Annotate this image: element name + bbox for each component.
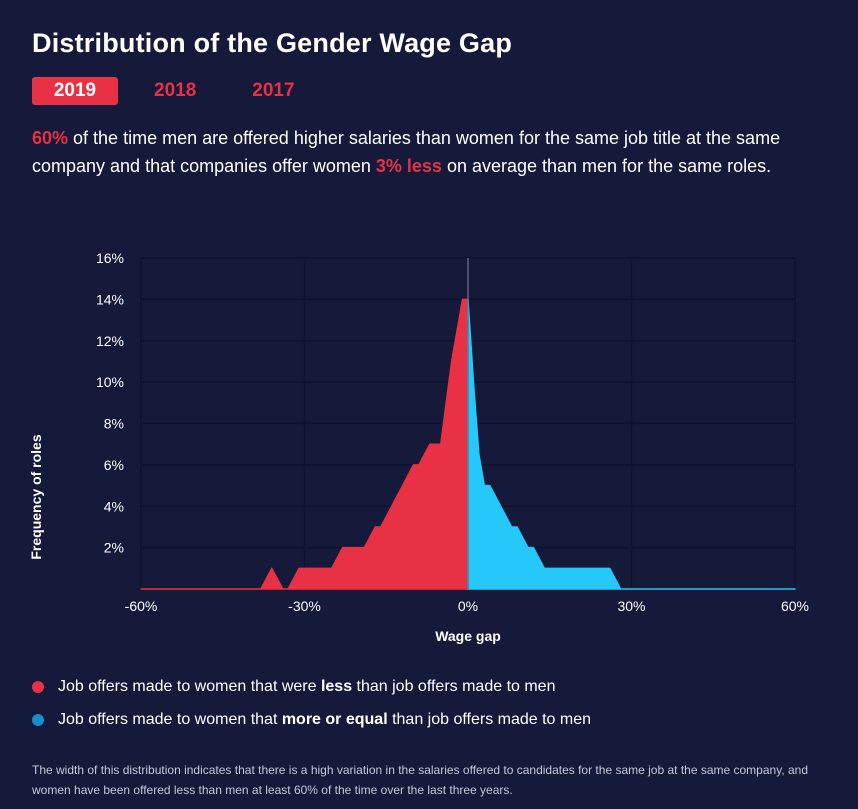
- blue-dot-icon: [32, 714, 44, 726]
- series-more-or-equal-area: [467, 298, 796, 590]
- legend-text-more: Job offers made to women that more or eq…: [58, 711, 592, 728]
- footnote: The width of this distribution indicates…: [32, 763, 808, 797]
- x-tick-label: 30%: [617, 598, 645, 614]
- legend-item-more-or-equal: Job offers made to women that more or eq…: [32, 709, 591, 731]
- wage-gap-chart: 2% 4% 6% 8% 10% 12% 14% 16% -60% -30% 0% 30% 60% Fre…: [28, 250, 809, 644]
- year-tabs: 2019 2018 2017: [32, 77, 295, 105]
- x-tick-label: -60%: [125, 598, 158, 614]
- y-tick-label: 8%: [104, 416, 124, 432]
- summary-text: 60% of the time men are offered higher s…: [32, 124, 832, 180]
- chart-areas: [140, 258, 796, 590]
- legend-item-less: Job offers made to women that were less …: [32, 676, 591, 698]
- legend: Job offers made to women that were less …: [32, 676, 591, 742]
- y-tick-label: 6%: [104, 457, 124, 473]
- summary-less-amount: 3% less: [375, 156, 442, 176]
- legend-text-less: Job offers made to women that were less …: [58, 678, 556, 695]
- summary-part-1: of the time men are offered higher salar…: [32, 128, 781, 176]
- chart-axes: 2% 4% 6% 8% 10% 12% 14% 16% -60% -30% 0% 30% 60%: [96, 250, 809, 614]
- tab-2019[interactable]: 2019: [32, 77, 118, 105]
- x-tick-label: 60%: [781, 598, 809, 614]
- y-tick-label: 2%: [104, 540, 124, 556]
- page-title: Distribution of the Gender Wage Gap: [32, 28, 513, 58]
- x-tick-label: -30%: [288, 598, 321, 614]
- series-less-area: [140, 298, 469, 590]
- y-tick-label: 12%: [96, 333, 124, 349]
- tab-2017[interactable]: 2017: [252, 80, 295, 101]
- red-dot-icon: [32, 681, 44, 693]
- x-axis-label: Wage gap: [435, 628, 501, 644]
- y-axis-label: Frequency of roles: [28, 434, 44, 559]
- tab-2018[interactable]: 2018: [154, 80, 197, 101]
- x-tick-label: 0%: [458, 598, 478, 614]
- summary-percentage: 60%: [32, 128, 69, 148]
- y-tick-label: 4%: [104, 498, 124, 514]
- y-tick-label: 16%: [96, 250, 124, 266]
- summary-part-2: on average than men for the same roles.: [441, 156, 772, 176]
- y-tick-label: 14%: [96, 291, 124, 307]
- y-tick-label: 10%: [96, 374, 124, 390]
